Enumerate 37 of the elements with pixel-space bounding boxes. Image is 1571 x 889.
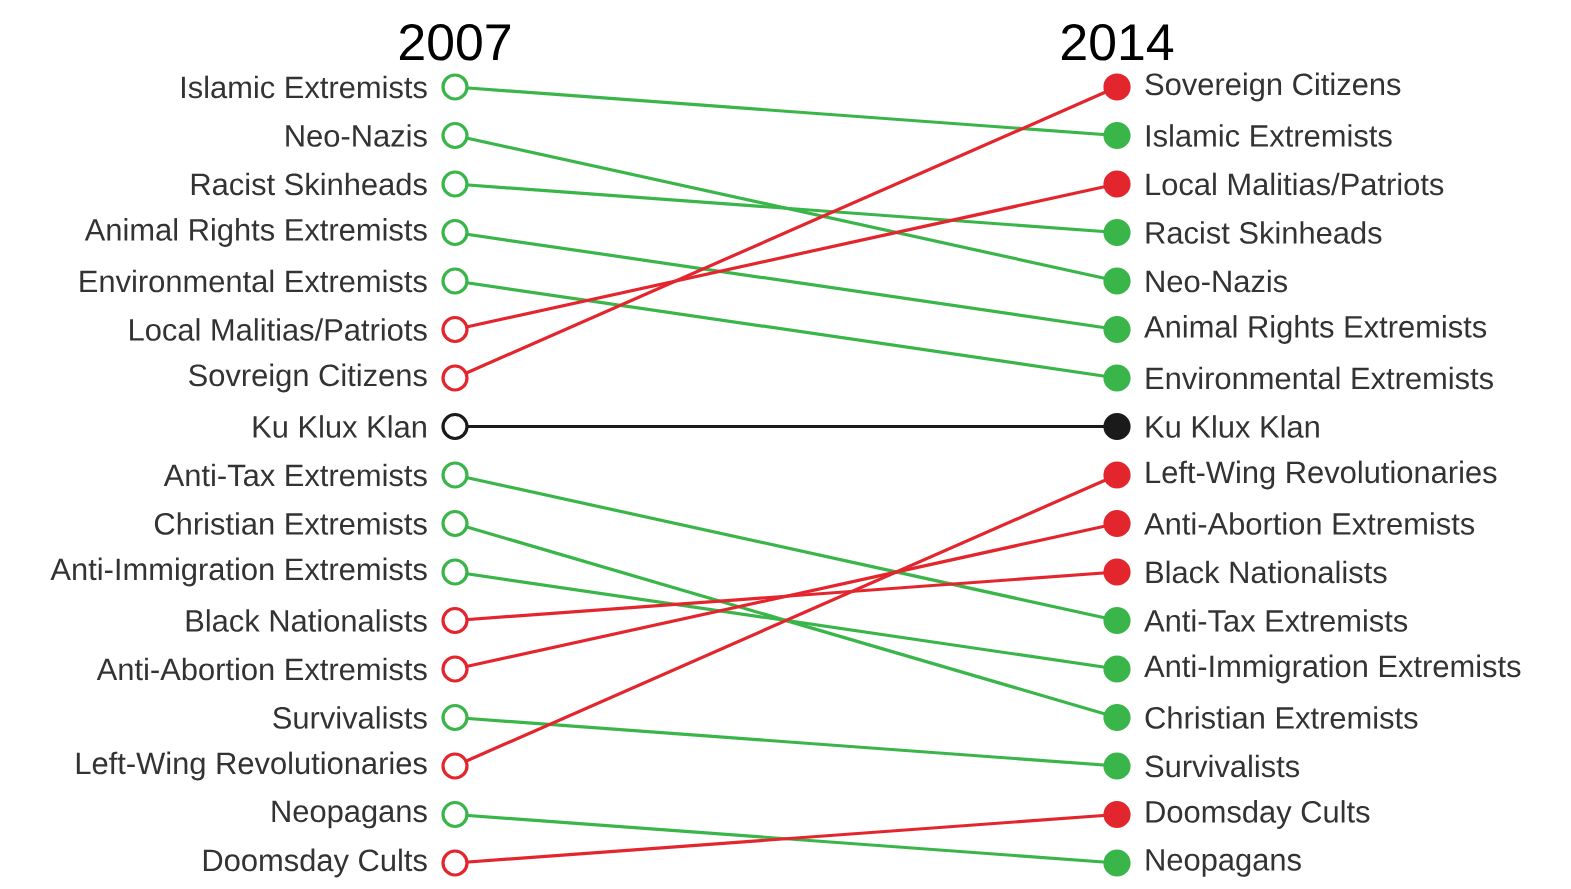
- annotation: Anti-Abortion Extremists: [96, 657, 427, 681]
- annotation: Christian Extremists: [1145, 706, 1418, 729]
- annotation: Neo-Nazis: [1146, 269, 1288, 293]
- annotation: Left-Wing Revolutionaries: [76, 751, 427, 781]
- x-tick-label: 2014: [1061, 23, 1174, 61]
- annotation: Anti-Abortion Extremists: [1144, 512, 1475, 535]
- annotation: Racist Skinheads: [1146, 221, 1382, 244]
- annotation: Black Nationalists: [186, 609, 427, 632]
- annotation: Animal Rights Extremists: [84, 218, 427, 247]
- annotation: Islamic Extremists: [181, 75, 427, 99]
- annotation: Ku Klux Klan: [253, 415, 426, 438]
- annotation: Survivalists: [1145, 754, 1300, 778]
- x-tick-label: 2007: [399, 23, 511, 61]
- annotation: Black Nationalists: [1146, 560, 1387, 584]
- annotation: Racist Skinheads: [191, 172, 427, 196]
- annotation: Ku Klux Klan: [1146, 415, 1319, 438]
- annotation: Anti-Tax Extremists: [163, 463, 427, 487]
- annotation: Neopagans: [272, 800, 427, 829]
- annotation: Sovereign Citizens: [1145, 72, 1401, 102]
- point: [1103, 412, 1131, 441]
- annotation: Sovreign Citizens: [189, 363, 427, 393]
- annotation: Neopagans: [1146, 849, 1301, 877]
- annotation: Local Malitias/Patriots: [1146, 172, 1444, 196]
- annotation: Christian Extremists: [154, 512, 427, 535]
- annotation: Neo-Nazis: [286, 124, 427, 147]
- annotation: Islamic Extremists: [1146, 124, 1392, 147]
- annotation: Environmental Extremists: [1146, 366, 1493, 390]
- annotation: Environmental Extremists: [80, 269, 427, 293]
- annotation: Anti-Immigration Extremists: [50, 557, 427, 587]
- annotation: Anti-Tax Extremists: [1144, 609, 1408, 632]
- annotation: Anti-Immigration Extremists: [1144, 654, 1521, 684]
- annotation: Local Malitias/Patriots: [130, 318, 427, 341]
- annotation: Survivalists: [273, 706, 427, 729]
- annotation: Doomsday Cults: [203, 848, 427, 878]
- annotation: Animal Rights Extremists: [1144, 315, 1487, 344]
- annotation: Left-Wing Revolutionaries: [1146, 460, 1497, 490]
- annotation: Doomsday Cults: [1146, 800, 1370, 829]
